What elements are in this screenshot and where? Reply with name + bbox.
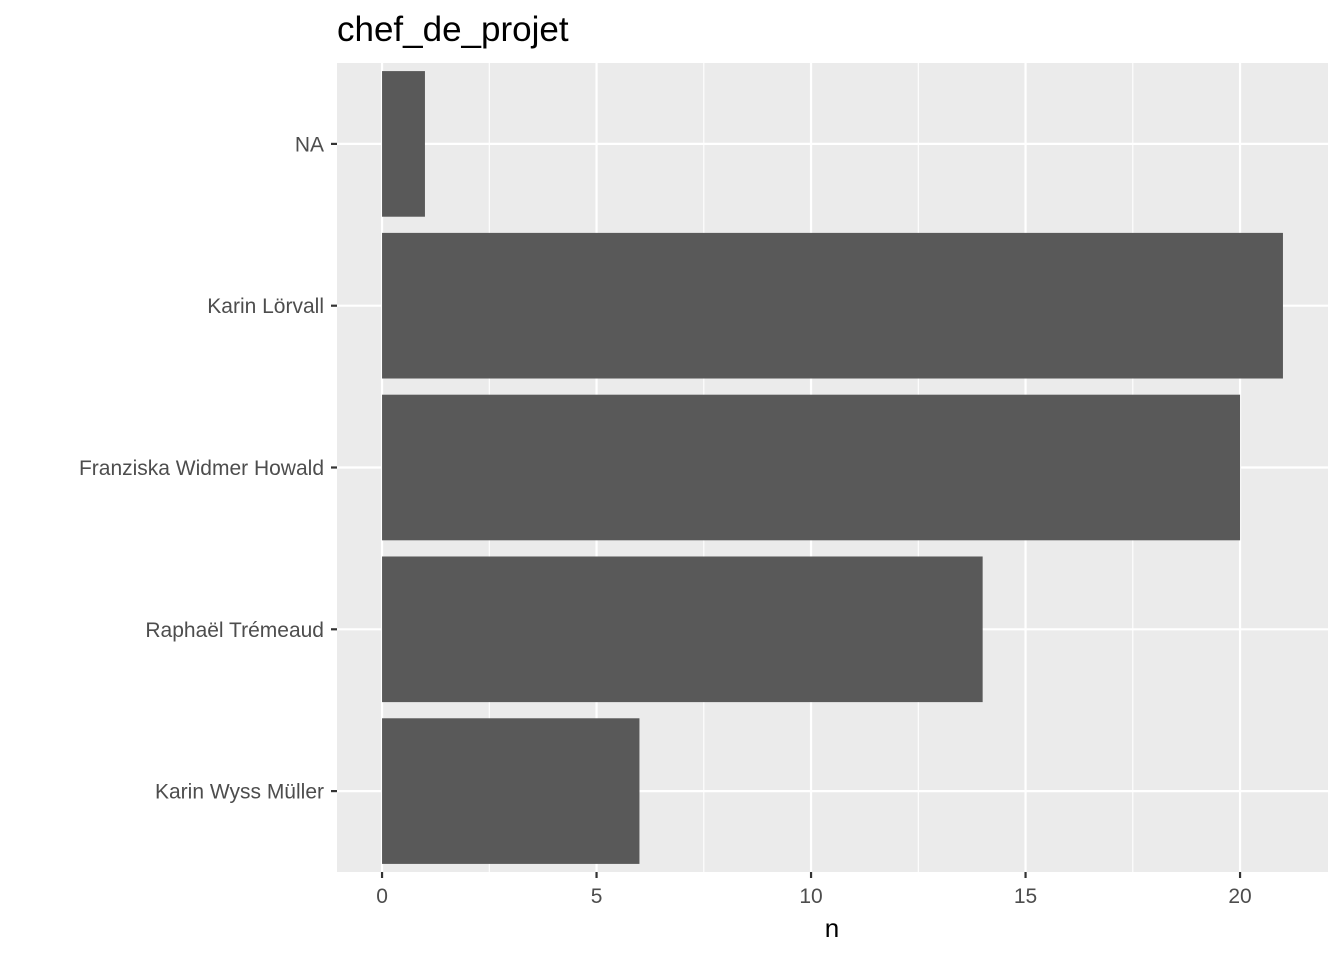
x-tick-label: 10 — [799, 885, 822, 908]
x-axis: 0 5 10 15 20 — [376, 872, 1252, 908]
chart-title: chef_de_projet — [337, 10, 569, 49]
x-axis-title: n — [825, 913, 839, 943]
bars — [382, 71, 1283, 864]
y-tick-label: Karin Lörvall — [207, 295, 324, 318]
x-tick-label: 0 — [376, 885, 388, 908]
bar — [382, 556, 983, 703]
bar — [382, 394, 1241, 541]
bar — [382, 71, 425, 217]
y-tick-label: NA — [295, 133, 324, 156]
y-axis: NA Karin Lörvall Franziska Widmer Howald Ra… — [79, 133, 337, 804]
x-tick-label: 15 — [1014, 885, 1037, 908]
y-tick-label: Karin Wyss Müller — [155, 781, 324, 804]
bar — [382, 718, 640, 864]
y-tick-label: Franziska Widmer Howald — [79, 457, 324, 480]
bar — [382, 232, 1283, 379]
x-tick-label: 5 — [591, 885, 603, 908]
x-tick-label: 20 — [1228, 885, 1251, 908]
y-tick-label: Raphaël Trémeaud — [145, 619, 324, 642]
